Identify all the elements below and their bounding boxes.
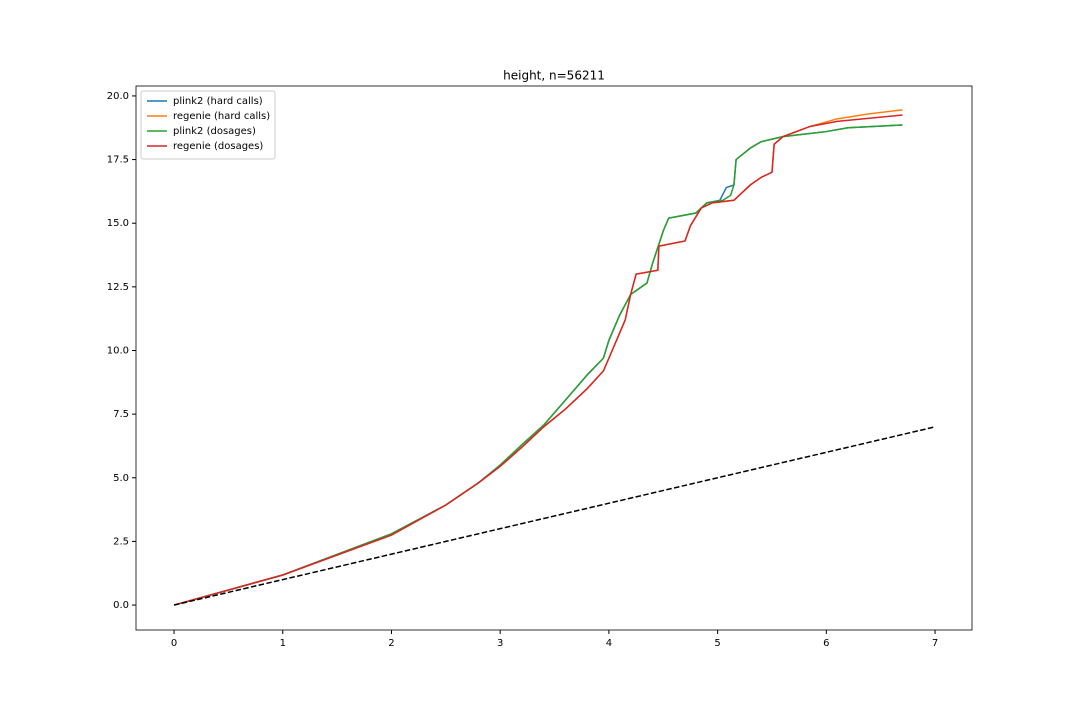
x-tick-label: 7 — [932, 638, 938, 649]
x-tick-label: 6 — [823, 638, 829, 649]
y-tick-label: 12.5 — [107, 282, 129, 293]
x-tick-label: 0 — [171, 638, 177, 649]
reference-line — [173, 426, 936, 606]
legend-box — [140, 90, 276, 160]
legend-label: regenie (dosages) — [173, 141, 263, 152]
x-tick-label: 3 — [497, 638, 503, 649]
legend-label: plink2 (dosages) — [173, 126, 256, 137]
y-tick-label: 17.5 — [107, 155, 129, 166]
x-tick-label: 4 — [606, 638, 612, 649]
series-line — [173, 109, 903, 606]
series-line — [173, 124, 903, 606]
y-tick-label: 0.0 — [113, 600, 129, 611]
y-tick-label: 15.0 — [107, 218, 129, 229]
x-tick-label: 2 — [388, 638, 394, 649]
chart-title: height, n=56211 — [503, 69, 605, 83]
y-tick-label: 7.5 — [113, 409, 129, 420]
series-line — [173, 114, 903, 606]
y-tick-label: 5.0 — [113, 473, 129, 484]
series-line — [173, 124, 903, 606]
y-tick-label: 20.0 — [107, 91, 129, 102]
y-tick-label: 10.0 — [107, 345, 129, 356]
x-tick-label: 1 — [280, 638, 286, 649]
legend-label: plink2 (hard calls) — [173, 96, 263, 107]
legend-label: regenie (hard calls) — [173, 111, 270, 122]
y-tick-label: 2.5 — [113, 536, 129, 547]
plot-frame — [135, 85, 973, 631]
x-tick-label: 5 — [714, 638, 720, 649]
